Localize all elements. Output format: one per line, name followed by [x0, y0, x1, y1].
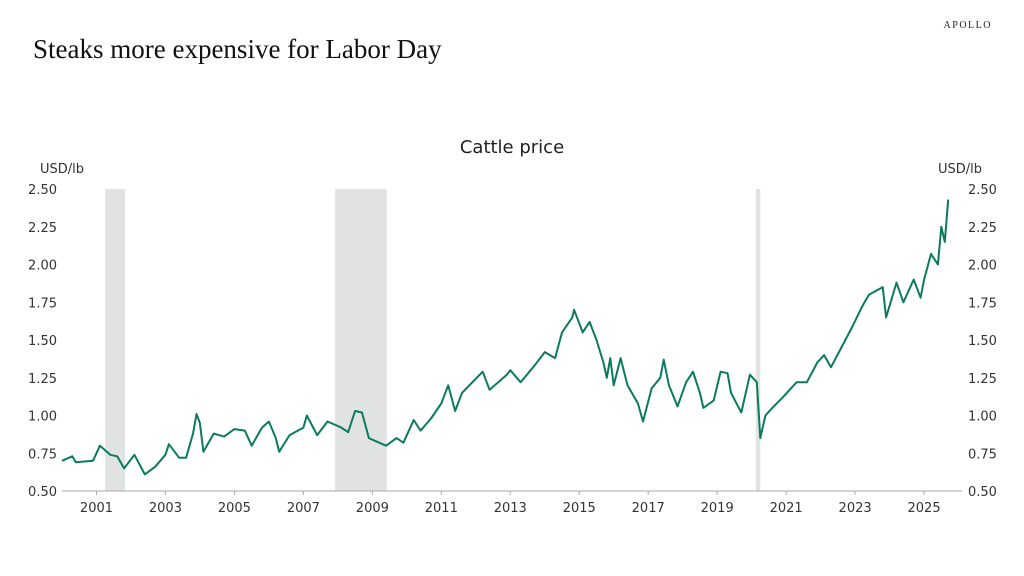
y-tick-label-right: 1.50	[968, 334, 997, 349]
y-tick-label-right: 1.25	[968, 372, 997, 387]
axes: 0.50 0.50 0.75 0.75 1.00 1.00 1.25 1.25 1.50 1.50…	[28, 183, 997, 516]
x-tick-label: 2019	[701, 501, 734, 516]
chart-title: Cattle price	[460, 137, 564, 158]
x-tick-label: 2001	[80, 501, 113, 516]
x-tick-label: 2017	[632, 501, 665, 516]
x-tick-label: 2007	[287, 501, 320, 516]
page-title: Steaks more expensive for Labor Day	[33, 34, 442, 64]
x-tick-label: 2025	[908, 501, 941, 516]
x-tick-label: 2015	[563, 501, 596, 516]
recession-bar	[755, 189, 761, 491]
recession-bar	[105, 189, 126, 491]
y-tick-label-left: 1.50	[28, 334, 57, 349]
y-tick-label-right: 1.75	[968, 296, 997, 311]
y-tick-label-right: 2.50	[968, 183, 997, 198]
y-tick-label-left: 0.75	[28, 447, 57, 462]
y-tick-label-left: 1.25	[28, 372, 57, 387]
y-tick-label-right: 0.75	[968, 447, 997, 462]
recession-bar	[335, 189, 387, 491]
y-tick-label-left: 1.75	[28, 296, 57, 311]
x-tick-label: 2009	[356, 501, 389, 516]
y-tick-label-right: 2.25	[968, 221, 997, 236]
y-tick-label-left: 0.50	[28, 485, 57, 500]
y-tick-label-left: 2.00	[28, 259, 57, 274]
cattle-price-line	[61, 199, 950, 476]
right-axis-unit: USD/lb	[938, 162, 982, 177]
x-tick-label: 2011	[425, 501, 458, 516]
y-tick-label-right: 1.00	[968, 410, 997, 425]
x-tick-label: 2005	[218, 501, 251, 516]
y-tick-label-left: 2.25	[28, 221, 57, 236]
x-tick-label: 2023	[839, 501, 872, 516]
x-tick-label: 2003	[149, 501, 182, 516]
y-tick-label-right: 0.50	[968, 485, 997, 500]
y-tick-label-left: 2.50	[28, 183, 57, 198]
brand-logo: APOLLO	[943, 20, 992, 31]
left-axis-unit: USD/lb	[40, 162, 84, 177]
y-tick-label-right: 2.00	[968, 259, 997, 274]
x-tick-label: 2021	[770, 501, 803, 516]
y-tick-label-left: 1.00	[28, 410, 57, 425]
recession-shading	[105, 189, 761, 491]
x-tick-label: 2013	[494, 501, 527, 516]
